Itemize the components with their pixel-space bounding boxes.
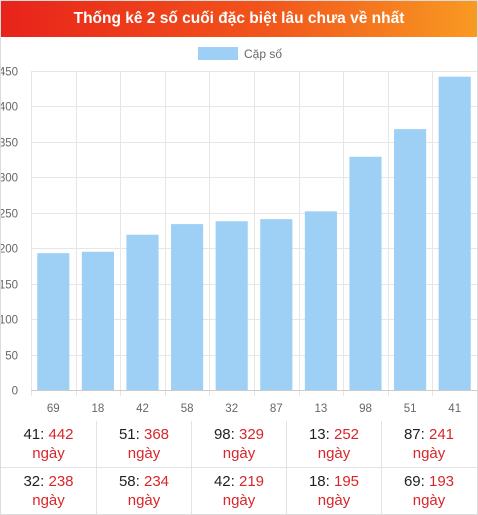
- y-tick-label: 200: [1, 244, 18, 256]
- days-value: 329: [239, 426, 265, 443]
- bar[interactable]: [438, 76, 471, 390]
- y-tick-label: 50: [5, 351, 18, 363]
- pair-number: 42: [213, 473, 231, 490]
- table-cell: 41: 442 ngày: [1, 421, 96, 467]
- x-axis: 69 18 42 58 32 87 13 98 51 41: [47, 403, 461, 415]
- x-tick-label: 13: [315, 403, 328, 415]
- days-value: 234: [144, 473, 170, 490]
- table-cell: 13: 252 ngày: [286, 421, 381, 467]
- chart-grid: [31, 71, 477, 396]
- days-value: 241: [429, 426, 455, 443]
- pair-number: 58: [118, 473, 136, 490]
- widget-title: Thống kê 2 số cuối đặc biệt lâu chưa về …: [1, 1, 477, 37]
- pair-number: 32: [23, 473, 41, 490]
- stats-table: 41: 442 ngày 51: 368 ngày 98: 329 ngày 13: …: [1, 421, 477, 514]
- y-axis: 0 50 100 150 200 250 300 350 400 450: [1, 67, 18, 398]
- bar[interactable]: [394, 129, 427, 390]
- x-tick-label: 51: [404, 403, 417, 415]
- bar[interactable]: [171, 224, 204, 390]
- days-value: 368: [144, 426, 170, 443]
- table-cell: 18: 195 ngày: [286, 468, 381, 514]
- days-value: 195: [334, 473, 360, 490]
- days-unit: ngày: [32, 492, 65, 509]
- legend-label: Cặp số: [244, 47, 282, 61]
- table-cell: 87: 241 ngày: [381, 421, 476, 467]
- y-tick-label: 400: [1, 102, 18, 114]
- days-unit: ngày: [222, 445, 256, 462]
- y-tick-label: 250: [1, 209, 18, 221]
- bar[interactable]: [81, 251, 114, 390]
- y-tick-label: 450: [1, 67, 18, 79]
- pair-number: 69: [403, 473, 421, 490]
- bar[interactable]: [37, 253, 70, 390]
- pair-number: 87: [403, 426, 421, 443]
- days-value: 238: [48, 473, 74, 490]
- bar[interactable]: [349, 156, 382, 390]
- x-tick-label: 87: [270, 403, 283, 415]
- bar-series: [37, 76, 471, 390]
- table-row: 41: 442 ngày 51: 368 ngày 98: 329 ngày 13: …: [1, 421, 477, 467]
- y-tick-label: 100: [1, 315, 18, 327]
- bar[interactable]: [126, 234, 159, 390]
- days-value: 193: [429, 473, 455, 490]
- table-row: 32: 238 ngày 58: 234 ngày 42: 219 ngày 18: …: [1, 467, 477, 514]
- bar[interactable]: [260, 219, 293, 390]
- days-unit: ngày: [412, 492, 446, 509]
- y-tick-label: 350: [1, 138, 18, 150]
- pair-number: 41: [23, 426, 41, 443]
- days-unit: ngày: [317, 445, 351, 462]
- x-tick-label: 32: [225, 403, 238, 415]
- y-tick-label: 150: [1, 280, 18, 292]
- bar-chart: 0 50 100 150 200 250 300 350 400 450 69 18 42 58 32 87…: [1, 47, 477, 415]
- x-tick-label: 58: [181, 403, 194, 415]
- pair-number: 98: [213, 426, 231, 443]
- days-value: 219: [239, 473, 265, 490]
- y-tick-label: 0: [12, 386, 18, 398]
- days-unit: ngày: [317, 492, 351, 509]
- table-cell: 32: 238 ngày: [1, 468, 96, 514]
- days-unit: ngày: [32, 445, 65, 462]
- table-cell: 42: 219 ngày: [191, 468, 286, 514]
- x-tick-label: 98: [359, 403, 372, 415]
- pair-number: 51: [118, 426, 136, 443]
- days-unit: ngày: [127, 445, 161, 462]
- days-value: 442: [48, 426, 74, 443]
- bar[interactable]: [215, 221, 248, 390]
- table-cell: 98: 329 ngày: [191, 421, 286, 467]
- x-tick-label: 69: [47, 403, 60, 415]
- pair-number: 13: [308, 426, 326, 443]
- chart-legend[interactable]: Cặp số: [198, 47, 282, 61]
- table-cell: 69: 193 ngày: [381, 468, 476, 514]
- pair-number: 18: [308, 473, 326, 490]
- legend-swatch: [198, 47, 238, 60]
- bar[interactable]: [304, 211, 337, 390]
- x-tick-label: 41: [448, 403, 461, 415]
- x-tick-label: 18: [92, 403, 105, 415]
- days-unit: ngày: [412, 445, 446, 462]
- table-cell: 51: 368 ngày: [96, 421, 191, 467]
- days-value: 252: [334, 426, 360, 443]
- y-tick-label: 300: [1, 173, 18, 185]
- days-unit: ngày: [127, 492, 161, 509]
- table-cell: 58: 234 ngày: [96, 468, 191, 514]
- x-tick-label: 42: [136, 403, 149, 415]
- days-unit: ngày: [222, 492, 256, 509]
